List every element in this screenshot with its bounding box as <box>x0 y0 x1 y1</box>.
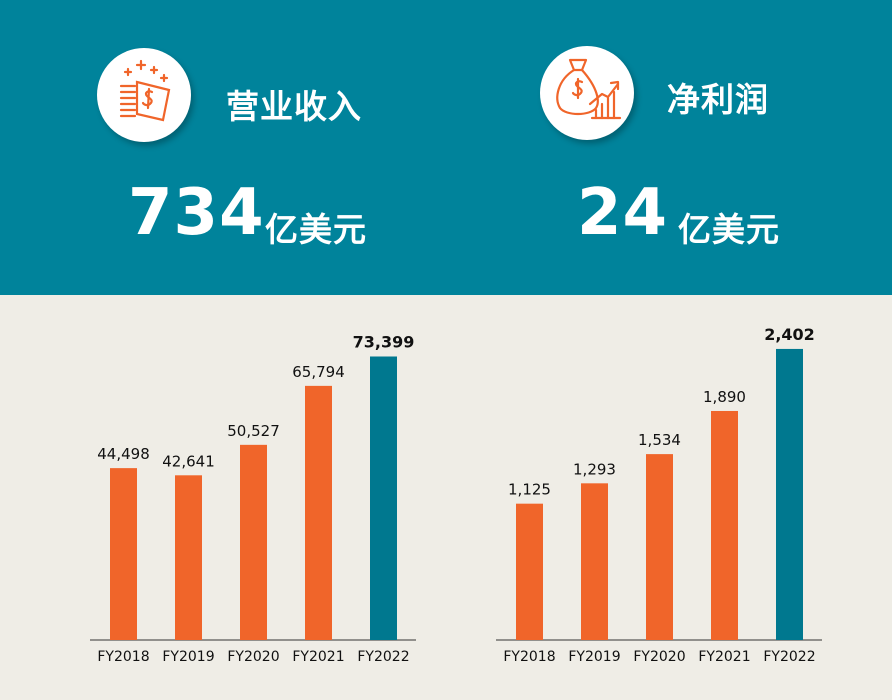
money-stack-icon <box>119 59 171 122</box>
net-profit-unit: 亿美元 <box>678 210 780 249</box>
profit-icon-badge <box>540 46 634 140</box>
revenue-category-label: FY2021 <box>292 649 344 665</box>
revenue-category-label: FY2018 <box>97 649 149 665</box>
revenue-value-label: 44,498 <box>97 445 150 463</box>
revenue-bar-fy2019 <box>175 475 202 640</box>
profit-category-label: FY2022 <box>763 649 815 665</box>
bar-charts: 44,498 FY2018 42,641 FY2019 50,527 FY2020 65,7… <box>90 325 822 665</box>
profit-bar-fy2019 <box>581 483 608 640</box>
profit-bar-fy2022 <box>776 348 803 640</box>
profit-bar-fy2021 <box>711 410 738 640</box>
profit-value-label: 1,890 <box>703 388 746 406</box>
revenue-bar-fy2022 <box>370 356 397 640</box>
profit-category-label: FY2018 <box>503 649 555 665</box>
revenue-value-label: 50,527 <box>227 422 280 440</box>
money-bag-growth-icon <box>556 58 622 120</box>
revenue-value-label: 42,641 <box>162 452 215 470</box>
revenue-category-label: FY2020 <box>227 649 279 665</box>
revenue-icon-badge <box>97 48 191 142</box>
revenue-value: 734 <box>128 176 265 250</box>
profit-value-label: 1,125 <box>508 481 551 499</box>
revenue-bar-fy2018 <box>110 468 137 640</box>
profit-category-label: FY2019 <box>568 649 620 665</box>
profit-category-label: FY2021 <box>698 649 750 665</box>
profit-bar-fy2018 <box>516 503 543 640</box>
revenue-unit: 亿美元 <box>265 210 367 249</box>
profit-bar-fy2020 <box>646 454 673 640</box>
profit-value-label: 1,534 <box>638 431 681 449</box>
revenue-value-label: 65,794 <box>292 363 345 381</box>
revenue-label: 营业收入 <box>226 87 362 126</box>
revenue-value-label: 73,399 <box>353 332 415 351</box>
net-profit-value: 24 <box>577 176 669 250</box>
revenue-category-label: FY2022 <box>357 649 409 665</box>
profit-value-label: 2,402 <box>764 325 815 344</box>
profit-value-label: 1,293 <box>573 460 616 478</box>
revenue-bar-fy2020 <box>240 444 267 640</box>
revenue-bar-fy2021 <box>305 385 332 640</box>
profit-category-label: FY2020 <box>633 649 685 665</box>
revenue-category-label: FY2019 <box>162 649 214 665</box>
net-profit-label: 净利润 <box>667 80 769 119</box>
